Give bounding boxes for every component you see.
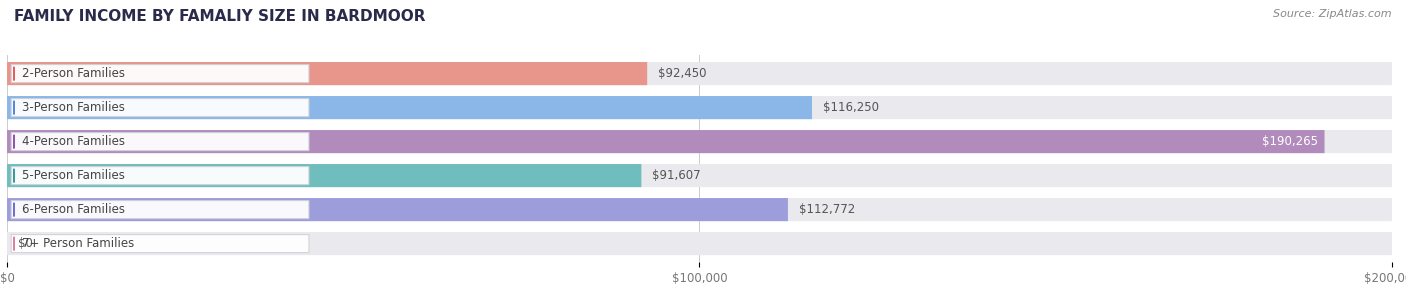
- FancyBboxPatch shape: [11, 201, 309, 219]
- Text: 3-Person Families: 3-Person Families: [22, 101, 125, 114]
- FancyBboxPatch shape: [7, 62, 647, 85]
- FancyBboxPatch shape: [11, 167, 309, 185]
- FancyBboxPatch shape: [11, 65, 309, 83]
- FancyBboxPatch shape: [7, 198, 1392, 221]
- Text: $0: $0: [18, 237, 32, 250]
- FancyBboxPatch shape: [7, 130, 1324, 153]
- FancyBboxPatch shape: [7, 232, 1392, 255]
- Text: 5-Person Families: 5-Person Families: [22, 169, 125, 182]
- Text: 4-Person Families: 4-Person Families: [22, 135, 125, 148]
- FancyBboxPatch shape: [11, 133, 309, 151]
- Text: $112,772: $112,772: [799, 203, 855, 216]
- Text: $91,607: $91,607: [652, 169, 702, 182]
- Text: 7+ Person Families: 7+ Person Families: [22, 237, 135, 250]
- Text: 6-Person Families: 6-Person Families: [22, 203, 125, 216]
- FancyBboxPatch shape: [11, 99, 309, 117]
- Text: Source: ZipAtlas.com: Source: ZipAtlas.com: [1274, 9, 1392, 19]
- FancyBboxPatch shape: [7, 164, 1392, 187]
- Text: $92,450: $92,450: [658, 67, 707, 80]
- Text: $116,250: $116,250: [823, 101, 879, 114]
- FancyBboxPatch shape: [7, 130, 1392, 153]
- Text: FAMILY INCOME BY FAMALIY SIZE IN BARDMOOR: FAMILY INCOME BY FAMALIY SIZE IN BARDMOO…: [14, 9, 426, 24]
- FancyBboxPatch shape: [7, 164, 641, 187]
- FancyBboxPatch shape: [7, 96, 1392, 119]
- Text: $190,265: $190,265: [1261, 135, 1317, 148]
- FancyBboxPatch shape: [7, 96, 813, 119]
- FancyBboxPatch shape: [7, 62, 1392, 85]
- FancyBboxPatch shape: [11, 235, 309, 253]
- Text: 2-Person Families: 2-Person Families: [22, 67, 125, 80]
- FancyBboxPatch shape: [7, 198, 787, 221]
